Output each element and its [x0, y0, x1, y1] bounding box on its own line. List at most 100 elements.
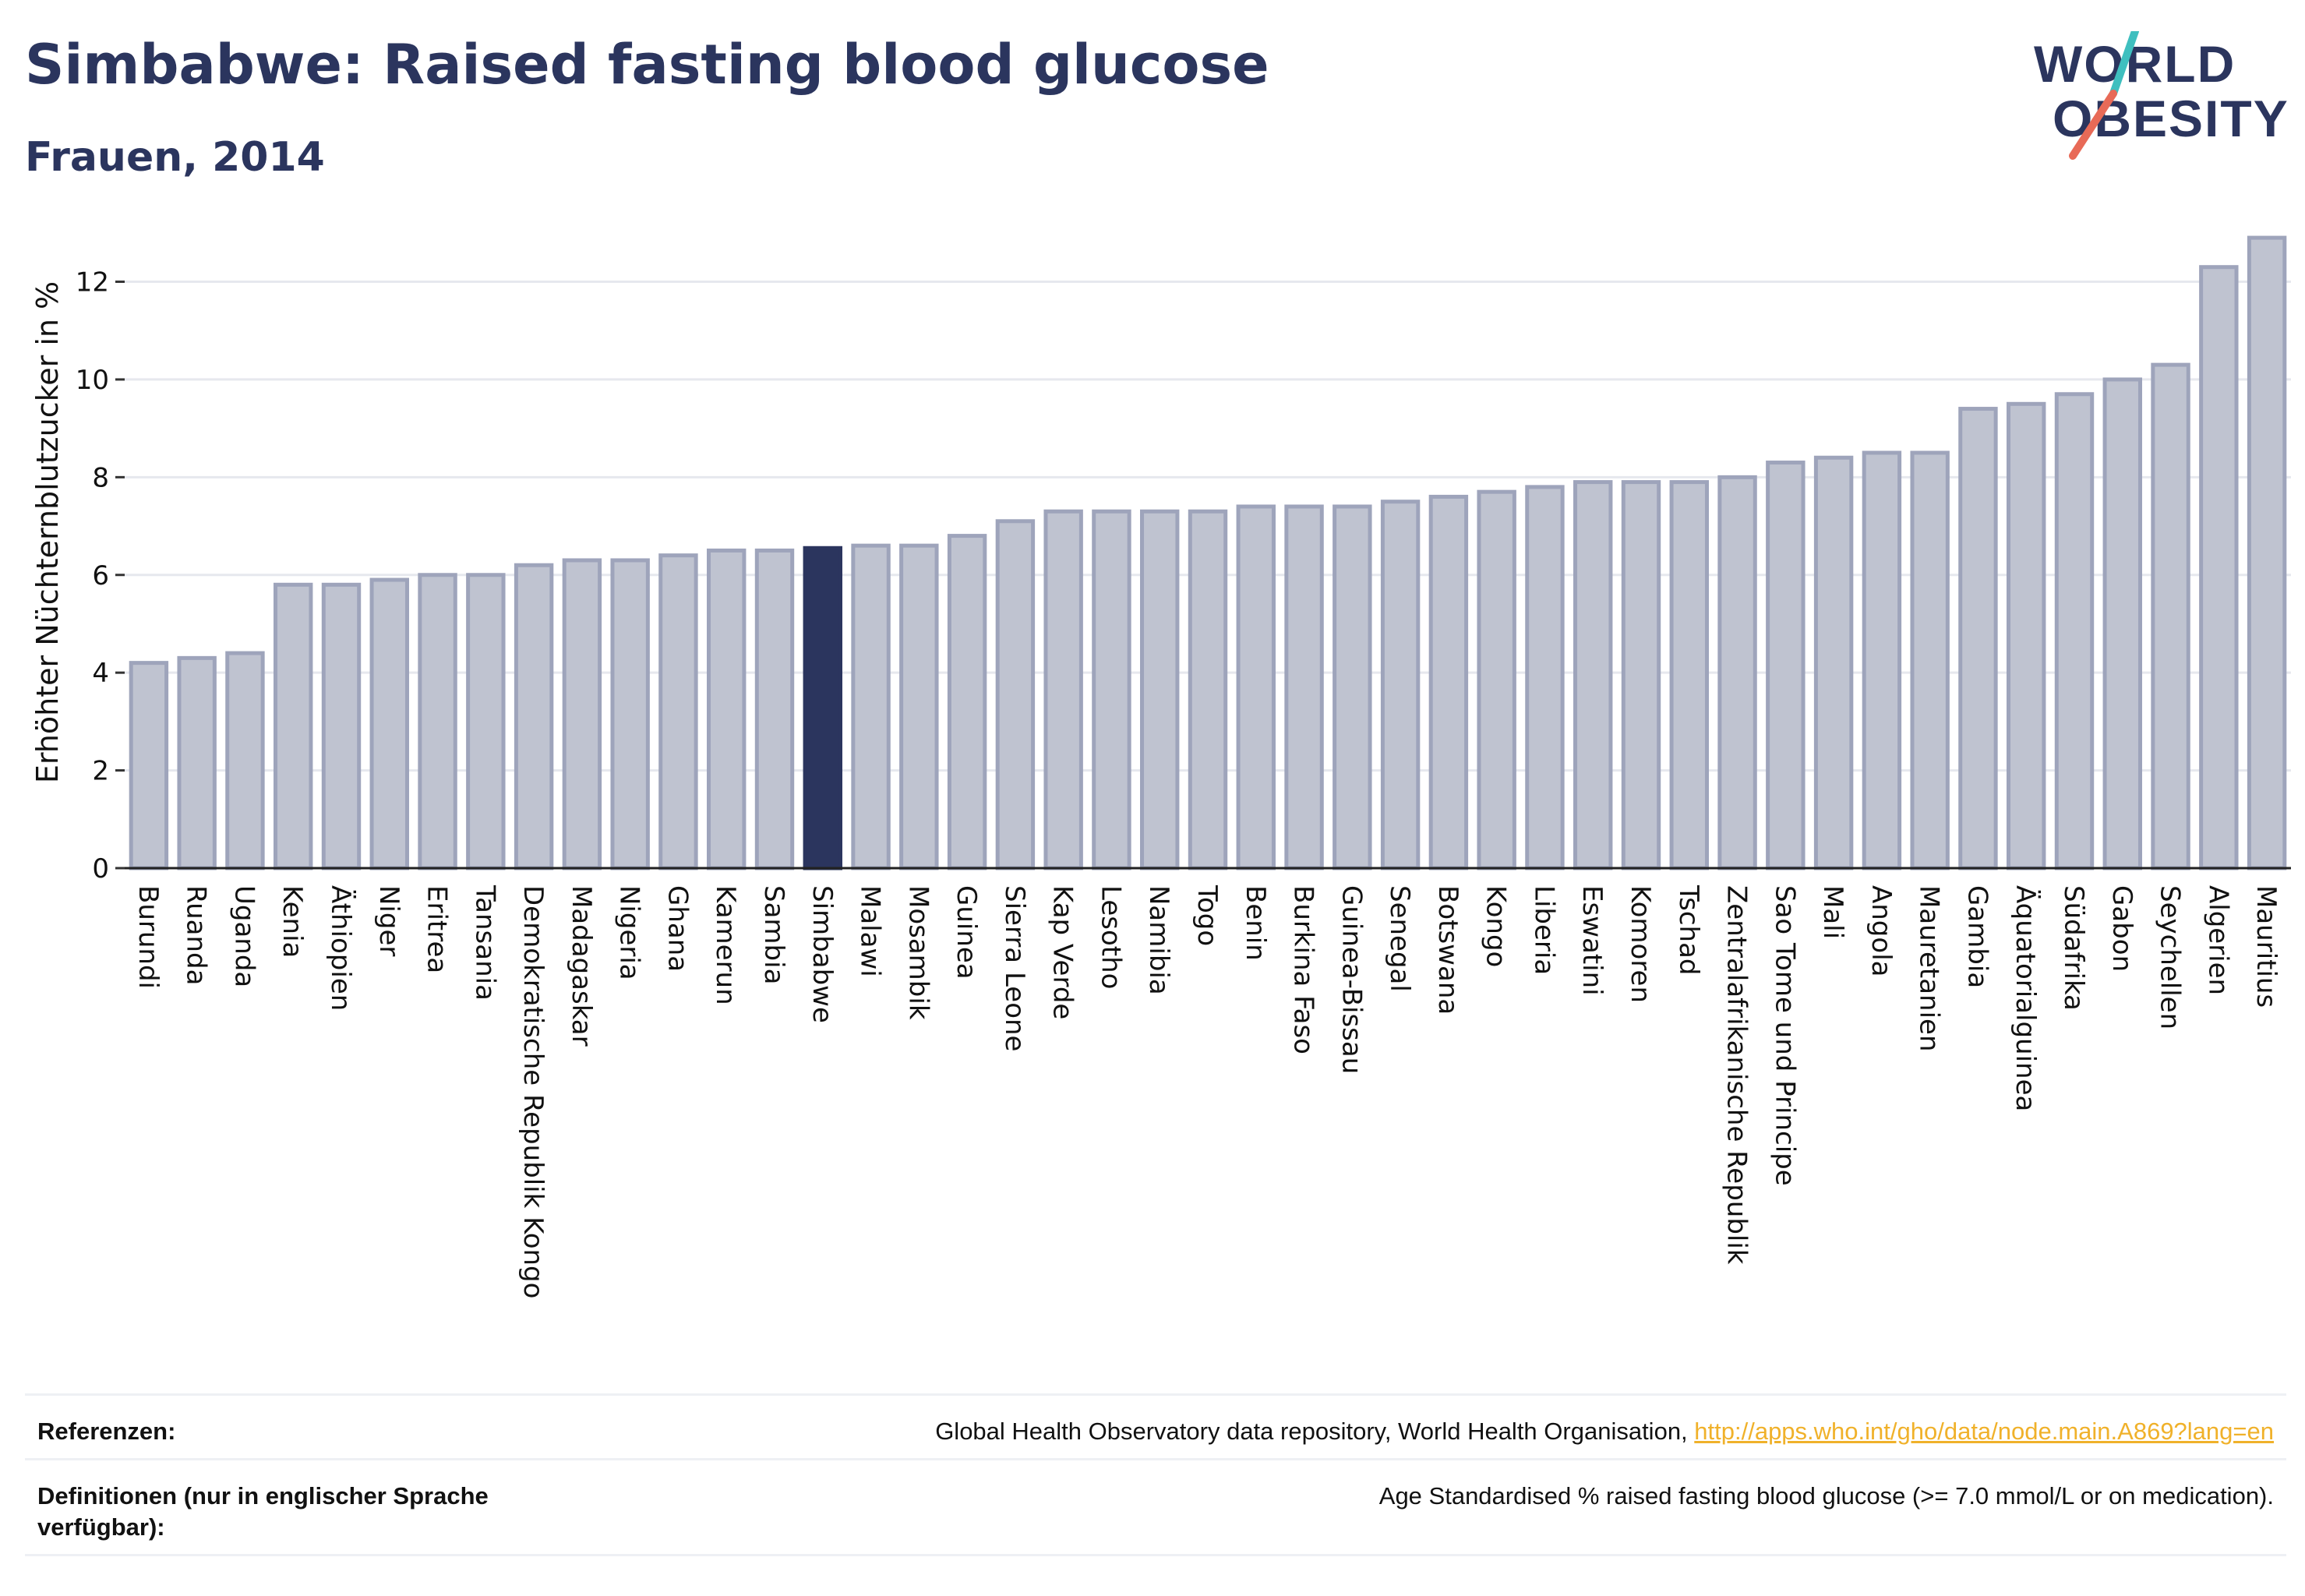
- bar: [2247, 235, 2287, 870]
- bar: [1140, 509, 1180, 870]
- x-tick-label: Tansania: [469, 885, 500, 1001]
- x-tick-labels: Burundi Ruanda Uganda Kenia Äthiopien Niger Er…: [132, 885, 2282, 1298]
- bar: [562, 558, 602, 870]
- x-tick-label: Burkina Faso: [1288, 885, 1319, 1054]
- x-tick-label: Senegal: [1384, 885, 1415, 992]
- y-tick-label: 8: [92, 462, 109, 493]
- x-tick-label: Botswana: [1432, 885, 1463, 1015]
- bar: [1043, 509, 1083, 870]
- bar-highlighted: [803, 546, 842, 870]
- bar: [2102, 377, 2142, 870]
- bar: [1669, 480, 1709, 870]
- bar: [369, 577, 409, 870]
- x-tick-label: Sao Tome und Principe: [1769, 885, 1800, 1186]
- x-tick-label: Mauritius: [2250, 885, 2282, 1008]
- y-tick-label: 4: [92, 658, 109, 689]
- bar: [2054, 392, 2095, 870]
- x-tick-label: Seychellen: [2155, 885, 2186, 1029]
- bar: [658, 553, 698, 870]
- x-tick-label: Malawi: [855, 885, 886, 977]
- y-tick-label: 0: [92, 853, 109, 885]
- references-label: Referenzen:: [37, 1418, 176, 1445]
- bar: [1477, 489, 1516, 870]
- bar: [1958, 407, 1998, 870]
- bar: [1380, 500, 1421, 870]
- bar: [129, 661, 169, 870]
- x-tick-label: Angola: [1866, 885, 1897, 976]
- bar: [177, 655, 217, 870]
- y-axis-label: Erhöhter Nüchternblutzucker in %: [30, 281, 65, 783]
- page-subtitle: Frauen, 2014: [25, 134, 325, 181]
- x-tick-label: Niger: [373, 885, 404, 956]
- y-tick-label: 12: [76, 267, 109, 298]
- x-tick-label: Kongo: [1481, 885, 1512, 967]
- bar: [2151, 362, 2190, 870]
- bar: [1333, 504, 1372, 870]
- bar: [1525, 485, 1565, 870]
- x-tick-label: Komoren: [1625, 885, 1656, 1003]
- bar: [754, 548, 795, 870]
- bar: [1573, 480, 1613, 870]
- bar: [514, 563, 554, 870]
- logo-slash-teal: [2109, 31, 2139, 97]
- logo-slash-coral: [2069, 90, 2117, 160]
- bar: [1236, 504, 1276, 870]
- bar-chart: 0 2 4 6 8 10 12 Burundi Ruanda Uganda Kenia Äthiop…: [30, 235, 2291, 1298]
- bar: [851, 543, 891, 870]
- y-tick-label: 6: [92, 560, 109, 591]
- bar: [1813, 455, 1854, 870]
- bar: [707, 548, 747, 870]
- bar: [1910, 450, 1950, 870]
- y-tick-label: 2: [92, 756, 109, 787]
- x-tick-label: Nigeria: [614, 885, 645, 980]
- definitions-row: Definitionen (nur in englischer Sprache …: [25, 1458, 2286, 1556]
- x-tick-label: Gambia: [1961, 885, 1993, 988]
- logo-line-2: OBESITY: [2053, 90, 2289, 147]
- bars: [129, 235, 2287, 870]
- world-obesity-logo: WORLD OBESITY: [2034, 31, 2289, 160]
- bar: [995, 519, 1036, 870]
- definitions-label: Definitionen (nur in englischer Sprache …: [37, 1482, 489, 1541]
- x-tick-label: Mosambik: [902, 885, 934, 1020]
- y-tick-label: 10: [76, 365, 109, 396]
- x-tick-label: Ruanda: [181, 885, 212, 985]
- x-tick-label: Burundi: [132, 885, 164, 989]
- bar: [418, 573, 457, 870]
- bar: [2199, 265, 2239, 870]
- bar: [1188, 509, 1228, 870]
- bar: [274, 582, 313, 870]
- x-tick-label: Liberia: [1528, 885, 1559, 975]
- bar: [1284, 504, 1324, 870]
- x-tick-label: Algerien: [2202, 885, 2233, 995]
- x-tick-label: Lesotho: [1095, 885, 1126, 989]
- x-tick-label: Äthiopien: [325, 885, 356, 1011]
- x-tick-label: Sambia: [758, 885, 789, 984]
- x-tick-label: Eswatini: [1576, 885, 1608, 996]
- x-tick-label: Eritrea: [422, 885, 453, 973]
- references-link[interactable]: http://apps.who.int/gho/data/node.main.A…: [1694, 1418, 2274, 1445]
- x-tick-label: Ghana: [662, 885, 693, 972]
- y-tick-labels: 0 2 4 6 8 10 12: [76, 267, 109, 885]
- bar: [2007, 401, 2046, 870]
- definitions-value: Age Standardised % raised fasting blood …: [1378, 1482, 2274, 1509]
- x-tick-label: Sierra Leone: [999, 885, 1030, 1051]
- x-tick-label: Mali: [1817, 885, 1848, 939]
- x-tick-label: Südafrika: [2058, 885, 2089, 1011]
- references-table: Referenzen: Global Health Observatory da…: [25, 1393, 2286, 1556]
- bar: [1717, 475, 1757, 870]
- page-title: Simbabwe: Raised fasting blood glucose: [25, 33, 1269, 97]
- x-tick-label: Kenia: [277, 885, 308, 958]
- x-tick-label: Guinea: [951, 885, 982, 980]
- bar: [947, 534, 987, 870]
- bar: [899, 543, 939, 870]
- x-tick-label: Mauretanien: [1914, 885, 1945, 1052]
- x-tick-label: Kamerun: [710, 885, 741, 1005]
- bar: [610, 558, 650, 870]
- bar: [1092, 509, 1131, 870]
- x-tick-label: Guinea-Bissau: [1336, 885, 1367, 1074]
- x-tick-label: Demokratische Republik Kongo: [517, 885, 549, 1298]
- bar: [225, 651, 265, 870]
- references-row: Referenzen: Global Health Observatory da…: [25, 1393, 2286, 1458]
- x-tick-label: Äquatorialguinea: [2010, 885, 2041, 1111]
- references-text: Global Health Observatory data repositor…: [935, 1418, 1695, 1445]
